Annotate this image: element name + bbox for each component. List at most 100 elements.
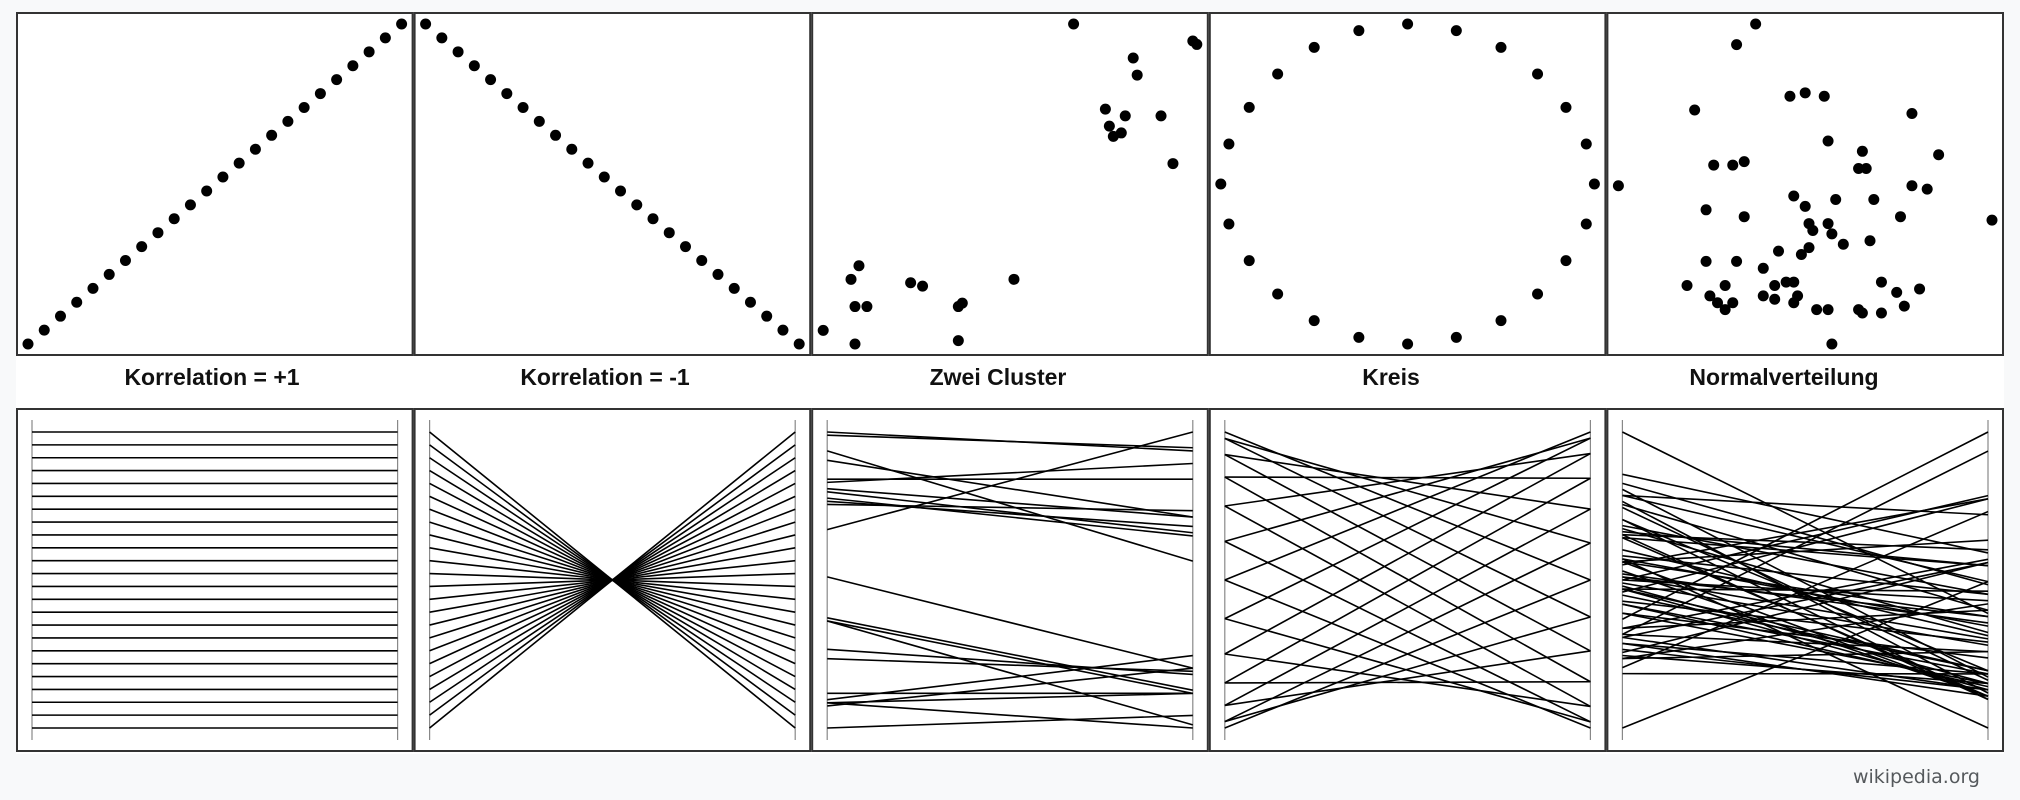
scatter-point bbox=[849, 338, 861, 350]
parallel-line bbox=[827, 500, 1193, 528]
scatter-point bbox=[533, 115, 545, 127]
parallel-frame bbox=[16, 408, 414, 752]
scatter-point bbox=[1068, 18, 1080, 30]
scatter-point bbox=[1099, 103, 1111, 115]
parallel-line bbox=[1224, 579, 1591, 729]
scatter-point bbox=[1822, 304, 1834, 316]
scatter-point bbox=[1826, 338, 1838, 350]
scatter-point bbox=[201, 185, 213, 197]
scatter-point bbox=[1272, 288, 1284, 300]
scatter-point bbox=[1773, 245, 1785, 257]
parallel-frame bbox=[811, 408, 1209, 752]
scatter-point bbox=[849, 301, 861, 313]
scatter-point bbox=[1580, 138, 1592, 150]
parallel-line bbox=[1224, 505, 1591, 708]
parallel-line bbox=[1224, 453, 1591, 652]
scatter-point bbox=[1532, 288, 1544, 300]
scatter-point bbox=[1272, 68, 1284, 80]
scatter-point bbox=[615, 185, 627, 197]
parallel-line bbox=[827, 654, 1193, 701]
scatter-point bbox=[1731, 39, 1743, 51]
parallel-line bbox=[827, 702, 1193, 729]
scatter-panel bbox=[1606, 12, 2004, 356]
parallel-line bbox=[1622, 431, 1989, 615]
scatter-point bbox=[1495, 41, 1507, 53]
scatter-point bbox=[1860, 163, 1872, 175]
scatter-point bbox=[1450, 331, 1462, 343]
scatter-point bbox=[631, 199, 643, 211]
scatter-point bbox=[1788, 297, 1800, 309]
source-credit: wikipedia.org bbox=[1852, 766, 1980, 788]
scatter-point bbox=[1738, 211, 1750, 223]
parallel-line bbox=[827, 459, 1193, 518]
scatter-point bbox=[1822, 218, 1834, 230]
scatter-point bbox=[1811, 304, 1823, 316]
scatter-frame bbox=[413, 12, 812, 356]
scatter-point bbox=[103, 268, 115, 280]
parallel-line bbox=[1622, 561, 1989, 697]
parallel-line bbox=[826, 620, 1194, 726]
parallel-line bbox=[1622, 494, 1989, 516]
scatter-point bbox=[1750, 18, 1762, 30]
scatter-point bbox=[853, 260, 865, 272]
parallel-line bbox=[1224, 650, 1591, 707]
scatter-point bbox=[1788, 190, 1800, 202]
parallel-line bbox=[1224, 437, 1591, 543]
parallel-line bbox=[1224, 508, 1591, 707]
parallel-line bbox=[1622, 536, 1989, 567]
scatter-point bbox=[1127, 52, 1139, 64]
scatter-point bbox=[1826, 228, 1838, 240]
scatter-point bbox=[1853, 163, 1865, 175]
scatter-point bbox=[1719, 280, 1731, 292]
parallel-line bbox=[1224, 437, 1591, 620]
parallel-line bbox=[1224, 431, 1591, 581]
scatter-point bbox=[1933, 149, 1945, 161]
scatter-point bbox=[1986, 214, 1998, 226]
parallel-panel bbox=[16, 408, 414, 752]
scatter-point bbox=[1784, 90, 1796, 102]
parallel-frame bbox=[413, 408, 812, 752]
scatter-point bbox=[1856, 307, 1868, 319]
scatter-point bbox=[233, 157, 245, 169]
scatter-point bbox=[1681, 280, 1693, 292]
parallel-line bbox=[827, 431, 1193, 452]
parallel-panel bbox=[1606, 408, 2004, 752]
scatter-point bbox=[87, 282, 99, 294]
scatter-point bbox=[1223, 218, 1235, 230]
parallel-line bbox=[827, 487, 1193, 518]
scatter-point bbox=[1588, 178, 1600, 190]
scatter-panel bbox=[16, 12, 414, 356]
scatter-point bbox=[1308, 41, 1320, 53]
scatter-point bbox=[1906, 107, 1918, 119]
scatter-point bbox=[1243, 255, 1255, 267]
parallel-line bbox=[1622, 533, 1989, 701]
scatter-point bbox=[1727, 159, 1739, 171]
parallel-line bbox=[827, 620, 1193, 695]
parallel-line bbox=[1622, 603, 1989, 688]
scatter-point bbox=[1906, 180, 1918, 192]
scatter-point bbox=[1708, 159, 1720, 171]
parallel-line bbox=[827, 667, 1193, 707]
panel-label: Korrelation = -1 bbox=[520, 364, 690, 390]
parallel-line bbox=[1622, 500, 1989, 694]
scatter-point bbox=[1738, 156, 1750, 168]
scatter-point bbox=[298, 101, 310, 113]
scatter-point bbox=[363, 46, 375, 58]
scatter-point bbox=[1788, 276, 1800, 288]
scatter-frame bbox=[1208, 12, 1607, 356]
figure: Korrelation = +1 Korrelation = -1 Zwei C… bbox=[16, 12, 2004, 754]
scatter-point bbox=[452, 46, 464, 58]
scatter-row bbox=[16, 12, 2004, 356]
scatter-point bbox=[1215, 178, 1227, 190]
scatter-point bbox=[1131, 69, 1143, 81]
scatter-point bbox=[956, 297, 968, 309]
scatter-point bbox=[1856, 145, 1868, 157]
scatter-point bbox=[436, 32, 448, 44]
parallel-line bbox=[827, 491, 1193, 534]
scatter-point bbox=[663, 227, 675, 239]
parallel-coordinates-row bbox=[16, 408, 2004, 752]
parallel-line bbox=[827, 576, 1193, 669]
scatter-point bbox=[1308, 315, 1320, 327]
scatter-point bbox=[1780, 276, 1792, 288]
panel-label: Korrelation = +1 bbox=[124, 364, 299, 390]
